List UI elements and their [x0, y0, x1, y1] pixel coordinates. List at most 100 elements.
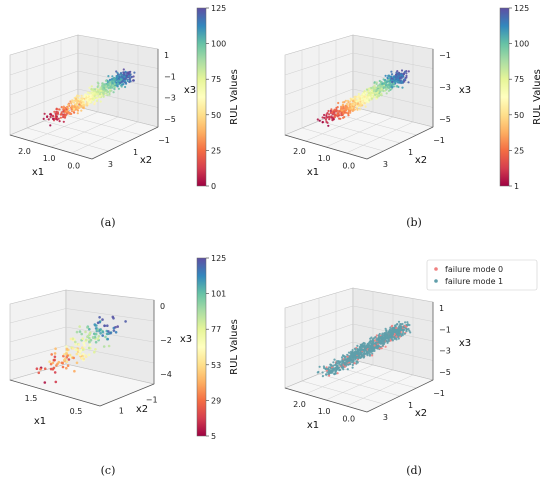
- data-point: [75, 330, 79, 334]
- data-point: [333, 108, 336, 111]
- data-point: [351, 355, 354, 358]
- data-point: [340, 356, 344, 359]
- data-point: [341, 354, 345, 357]
- x2-tick-label: 1: [408, 401, 413, 410]
- data-point: [343, 363, 346, 366]
- x3-tick-label: −4: [160, 370, 172, 379]
- x2-tick-label: 3: [108, 160, 113, 169]
- legend-box: [426, 259, 538, 291]
- x1-axis-line: [284, 387, 368, 413]
- colorbar-label: RUL Values: [229, 319, 240, 375]
- scatter-points: [35, 315, 127, 384]
- data-point: [86, 334, 90, 338]
- data-point: [123, 79, 126, 83]
- data-point: [372, 88, 375, 91]
- caption-b: (b): [406, 216, 422, 229]
- data-point: [333, 372, 336, 375]
- data-point: [75, 361, 79, 365]
- colorbar-tick-label: 0: [211, 182, 216, 191]
- data-point: [129, 70, 132, 73]
- data-point: [88, 332, 92, 335]
- data-point: [338, 110, 341, 113]
- data-point: [354, 350, 357, 353]
- data-point: [359, 102, 362, 105]
- subplot-c: 1.5 0.5 x1 1 −1x2 0 −2 −4 x3: [8, 289, 192, 427]
- data-point: [125, 74, 129, 77]
- data-point: [104, 88, 107, 91]
- data-point: [356, 95, 359, 98]
- data-point: [333, 358, 336, 361]
- data-point: [72, 356, 75, 360]
- data-point: [55, 118, 58, 121]
- data-point: [353, 105, 356, 108]
- grid-line: [65, 345, 155, 364]
- data-point: [381, 344, 384, 347]
- data-point: [374, 93, 377, 96]
- data-point: [78, 353, 82, 357]
- data-point: [389, 334, 392, 337]
- data-point: [325, 369, 328, 372]
- data-point: [69, 337, 73, 341]
- data-point: [99, 332, 102, 335]
- data-point: [406, 321, 409, 324]
- x3-tick-label: −1: [439, 51, 451, 60]
- data-point: [60, 106, 63, 109]
- data-point: [115, 84, 118, 87]
- data-point: [404, 321, 407, 324]
- scatter-points: [316, 69, 410, 127]
- colorbar-tick-label: 50: [514, 111, 524, 120]
- data-point: [328, 116, 331, 119]
- data-point: [90, 85, 93, 88]
- data-point: [318, 365, 321, 368]
- data-point: [366, 354, 369, 357]
- data-point: [117, 87, 120, 90]
- data-point: [407, 70, 410, 73]
- data-point: [349, 100, 352, 103]
- data-point: [58, 108, 61, 111]
- data-point: [393, 330, 396, 333]
- data-point: [108, 78, 111, 81]
- data-point: [335, 369, 338, 372]
- x2-tick-label: −1: [433, 136, 445, 145]
- data-point: [65, 366, 68, 370]
- data-point: [96, 328, 99, 331]
- data-point: [386, 340, 389, 343]
- data-point: [58, 120, 61, 123]
- data-point: [336, 115, 339, 118]
- data-point: [108, 93, 111, 96]
- data-point: [107, 330, 110, 333]
- data-point: [395, 327, 398, 330]
- data-point: [377, 90, 380, 93]
- x1-tick-label: 2.0: [293, 147, 306, 156]
- data-point: [112, 329, 116, 332]
- data-point: [329, 363, 333, 366]
- data-point: [99, 328, 102, 331]
- x1-tick-label: 2.0: [293, 400, 306, 409]
- x3-axis-label: x3: [459, 338, 471, 349]
- data-point: [343, 116, 346, 119]
- data-point: [365, 346, 368, 349]
- data-point: [73, 111, 76, 114]
- data-point: [408, 329, 411, 332]
- data-point: [400, 328, 403, 331]
- data-point: [88, 86, 91, 89]
- data-point: [396, 78, 399, 81]
- data-point: [385, 88, 388, 91]
- data-point: [95, 87, 98, 90]
- data-point: [397, 85, 400, 89]
- data-point: [384, 327, 387, 330]
- data-point: [106, 337, 109, 341]
- data-point: [370, 336, 373, 339]
- data-point: [407, 81, 410, 84]
- data-point: [86, 326, 89, 329]
- data-point: [376, 95, 379, 98]
- data-point: [384, 333, 387, 336]
- x2-axis-line: [366, 379, 434, 413]
- data-point: [89, 94, 92, 97]
- data-point: [349, 357, 353, 360]
- data-point: [351, 366, 354, 369]
- data-point: [350, 98, 353, 102]
- data-point: [132, 75, 135, 78]
- data-point: [392, 82, 395, 85]
- data-point: [80, 94, 83, 97]
